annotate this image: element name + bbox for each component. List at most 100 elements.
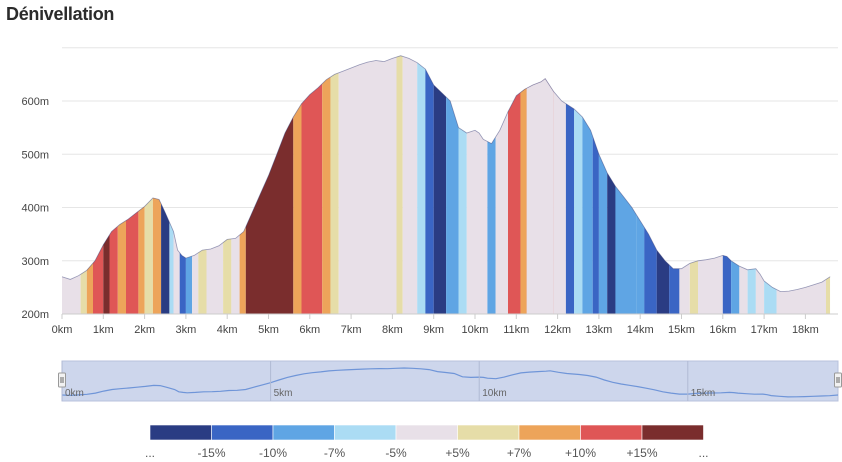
- x-tick-label: 7km: [341, 324, 362, 336]
- x-tick-label: 16km: [709, 324, 736, 336]
- grade-band: [206, 55, 223, 314]
- navigator-range: [61, 360, 839, 402]
- grade-band: [574, 55, 583, 314]
- grade-band: [607, 55, 616, 314]
- grade-band: [565, 55, 575, 314]
- x-tick-label: 12km: [544, 324, 571, 336]
- grade-band: [615, 55, 636, 314]
- x-tick-label: 10km: [462, 324, 489, 336]
- x-tick-label: 3km: [176, 324, 197, 336]
- grade-band: [679, 55, 690, 314]
- grade-band: [747, 55, 756, 314]
- y-tick-label: 400m: [21, 203, 49, 215]
- grade-band: [592, 55, 599, 314]
- grade-band: [826, 55, 831, 314]
- legend-label: -10%: [259, 446, 287, 460]
- navigator-tick-label: 10km: [482, 388, 506, 399]
- legend-label: +7%: [507, 446, 532, 460]
- grade-band: [138, 55, 145, 314]
- legend-swatch: [518, 424, 581, 441]
- x-tick-label: 4km: [217, 324, 238, 336]
- grade-band: [553, 55, 566, 314]
- legend-swatch: [395, 424, 458, 441]
- grade-band: [62, 55, 81, 314]
- grade-band: [526, 55, 554, 314]
- grade-band: [520, 55, 527, 314]
- legend-swatch: [211, 424, 274, 441]
- grade-band: [495, 55, 508, 314]
- x-tick-label: 18km: [792, 324, 819, 336]
- grade-band: [198, 55, 207, 314]
- legend-label: -15%: [197, 446, 225, 460]
- grade-band: [446, 55, 459, 314]
- grade-bands: [62, 55, 831, 314]
- legend-label: -7%: [324, 446, 346, 460]
- x-tick-label: 2km: [134, 324, 155, 336]
- grade-band: [582, 55, 593, 314]
- grade-band: [656, 55, 670, 314]
- grade-band: [126, 55, 139, 314]
- navigator-tick-label: 5km: [274, 388, 293, 399]
- y-tick-label: 500m: [21, 149, 49, 161]
- grade-band: [223, 55, 232, 314]
- grade-band: [466, 55, 488, 314]
- grade-band: [458, 55, 467, 314]
- grade-band: [192, 55, 199, 314]
- x-tick-label: 17km: [751, 324, 778, 336]
- grade-band: [433, 55, 447, 314]
- x-tick-label: 8km: [382, 324, 403, 336]
- x-tick-label: 15km: [668, 324, 695, 336]
- legend-swatch: [334, 424, 397, 441]
- grade-band: [698, 55, 723, 314]
- grade-band: [293, 55, 302, 314]
- legend-label: -5%: [385, 446, 407, 460]
- navigator-handle-left[interactable]: [58, 372, 66, 388]
- y-tick-label: 600m: [21, 96, 49, 108]
- navigator-handle-left-grip: [58, 372, 66, 388]
- legend-label: ...: [145, 446, 155, 460]
- navigator-tick-label: 15km: [691, 388, 715, 399]
- grade-band: [722, 55, 732, 314]
- x-tick-label: 13km: [585, 324, 612, 336]
- legend-label: +10%: [565, 446, 596, 460]
- x-tick-label: 9km: [423, 324, 444, 336]
- legend-swatch: [272, 424, 335, 441]
- legend-swatch: [149, 424, 212, 441]
- grade-band: [636, 55, 645, 314]
- navigator-handle-right[interactable]: [834, 372, 842, 388]
- grade-band: [739, 55, 748, 314]
- grade-band: [86, 55, 93, 314]
- legend-label: +15%: [626, 446, 657, 460]
- grade-band: [268, 55, 294, 314]
- x-tick-label: 1km: [93, 324, 114, 336]
- legend-swatch: [457, 424, 520, 441]
- y-tick-label: 300m: [21, 256, 49, 268]
- grade-band: [93, 55, 104, 314]
- grade-band: [173, 55, 180, 314]
- grade-band: [231, 55, 240, 314]
- navigator-tick-label: 0km: [65, 388, 84, 399]
- grade-band: [109, 55, 118, 314]
- grade-band: [330, 55, 339, 314]
- grade-band: [161, 55, 170, 314]
- profile-line: [61, 55, 831, 293]
- grade-band: [669, 55, 680, 314]
- grade-band: [417, 55, 426, 314]
- grade-band: [245, 55, 269, 314]
- x-tick-label: 14km: [627, 324, 654, 336]
- grade-band: [169, 55, 174, 314]
- grade-band: [487, 55, 496, 314]
- grade-band: [144, 55, 153, 314]
- grade-band: [117, 55, 127, 314]
- x-tick-label: 5km: [258, 324, 279, 336]
- legend-swatch: [580, 424, 643, 441]
- grade-band: [103, 55, 110, 314]
- legend-label: ...: [698, 446, 708, 460]
- legend-label: +5%: [445, 446, 470, 460]
- page-title: Dénivellation: [6, 4, 115, 24]
- grade-band: [598, 55, 608, 314]
- grade-band: [425, 55, 434, 314]
- grade-band: [338, 55, 397, 314]
- x-tick-label: 11km: [503, 324, 529, 336]
